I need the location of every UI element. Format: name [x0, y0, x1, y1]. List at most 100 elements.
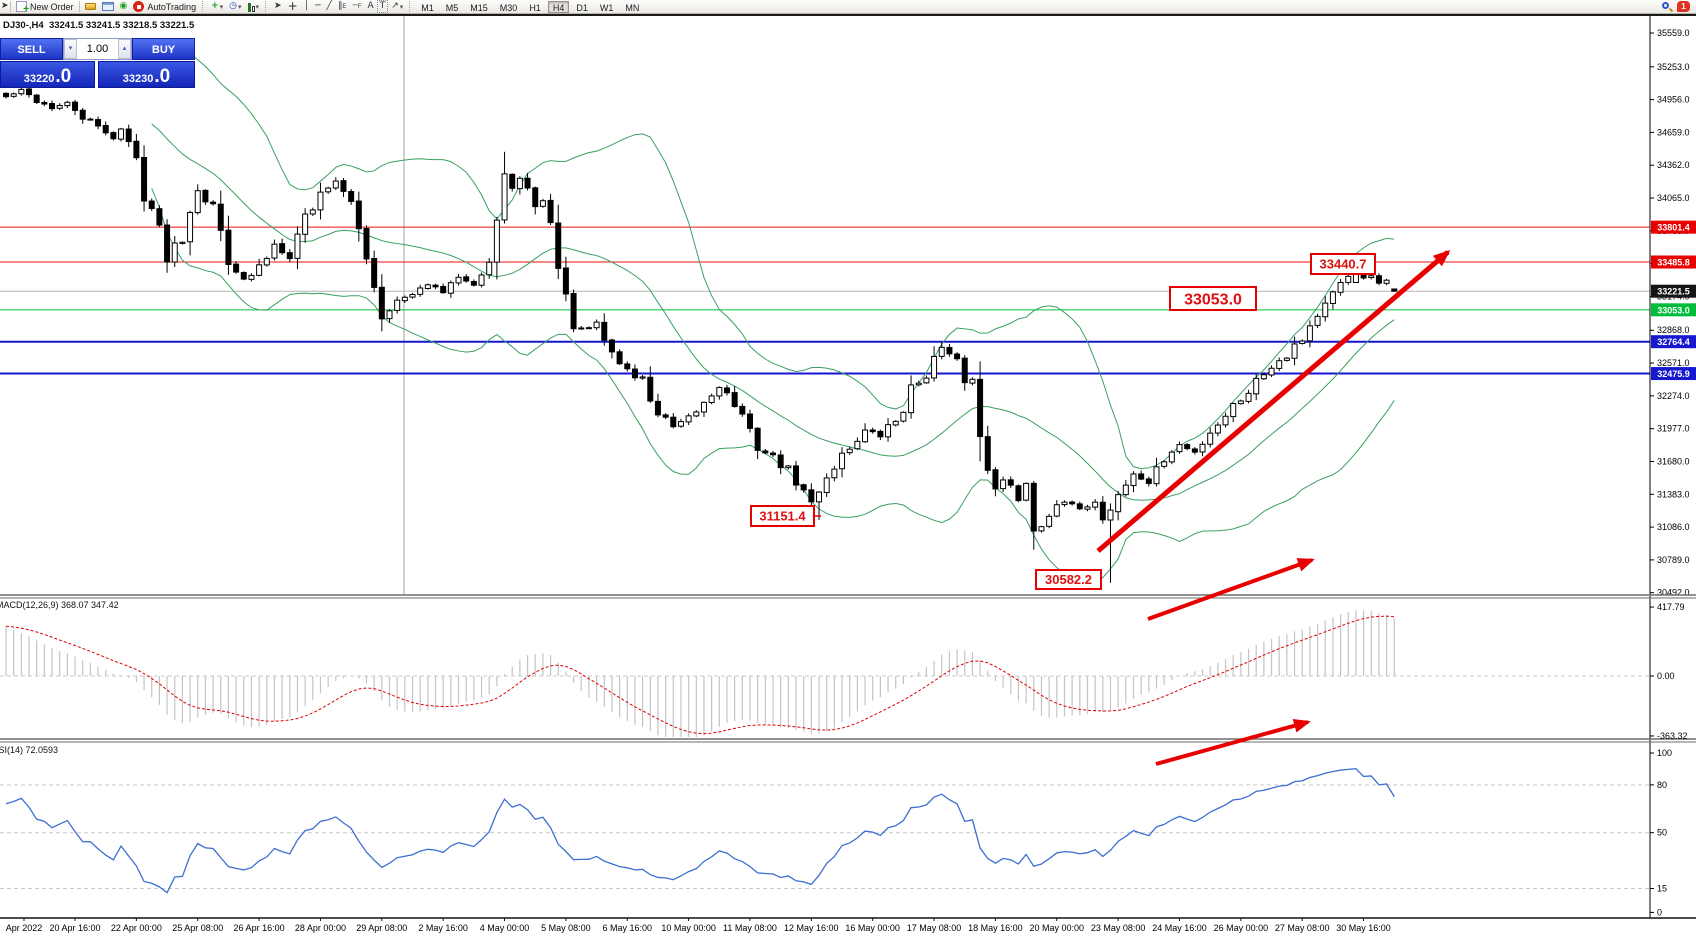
buy-button[interactable]: BUY — [132, 38, 195, 60]
time-axis-label: 20 Apr 16:00 — [49, 923, 100, 933]
price-annotation[interactable]: 33053.0 — [1169, 286, 1257, 311]
hline-price-badge-label: 32475.9 — [1657, 369, 1690, 379]
volume-down-button[interactable]: ▾ — [64, 39, 77, 59]
time-axis-label: 17 May 08:00 — [907, 923, 962, 933]
trend-arrow[interactable] — [1155, 718, 1311, 766]
new-order-button[interactable]: + New Order — [13, 0, 77, 15]
chart-window-icon — [101, 2, 114, 11]
timeframe-button-h4[interactable]: H4 — [547, 0, 570, 13]
main-chart-plot[interactable] — [0, 16, 1650, 595]
price-tick-label: 34659.0 — [1657, 127, 1690, 137]
rsi-plot[interactable] — [0, 745, 1650, 918]
price-tick-label: 31383.0 — [1657, 489, 1690, 499]
buy-price-main: 33230 — [122, 73, 154, 85]
trendline-tool-button[interactable]: ╱ — [326, 1, 332, 11]
time-axis-label: 27 May 08:00 — [1275, 923, 1330, 933]
dropdown-icon: ▾ — [255, 3, 260, 11]
price-tick-label: 32868.0 — [1657, 325, 1690, 335]
search-icon[interactable] — [1661, 1, 1674, 13]
price-tick-label: 32274.0 — [1657, 391, 1690, 401]
dropdown-icon: ▾ — [399, 3, 404, 11]
price-tick-label: 35559.0 — [1657, 28, 1690, 38]
timeframe-button-m15[interactable]: M15 — [470, 2, 488, 13]
time-axis-label: Apr 2022 — [6, 923, 43, 933]
hline-price-badge: 33801.4 — [1651, 220, 1696, 234]
clock-icon: ◷ — [229, 1, 237, 11]
channel-tool-button[interactable]: ∥ E — [337, 1, 347, 11]
trend-arrow[interactable] — [1147, 558, 1315, 621]
timeframe-button-m30[interactable]: M30 — [499, 2, 518, 13]
timeframe-button-mn[interactable]: MN — [625, 2, 640, 13]
rsi-tick-label: 100 — [1657, 748, 1672, 758]
fibonacci-tool-button[interactable]: ┄ F — [352, 1, 362, 11]
chart-type-button[interactable]: ▾ — [245, 0, 263, 13]
toolbar-separator — [78, 1, 80, 12]
text-tool-button[interactable]: A — [367, 1, 374, 11]
time-axis-label: 26 Apr 16:00 — [234, 923, 285, 933]
price-annotation-text: 30582.2 — [1045, 572, 1092, 587]
sell-price-display[interactable]: 33220.0 — [0, 61, 95, 88]
dropdown-icon: ▾ — [219, 3, 224, 11]
hline-price-badge: 33485.8 — [1651, 255, 1696, 269]
volume-input[interactable] — [77, 39, 118, 59]
price-annotation[interactable]: 30582.2 — [1035, 569, 1102, 590]
timeframe-button-m5[interactable]: M5 — [445, 2, 459, 13]
toolbar-grip — [409, 1, 412, 12]
candles-series — [3, 85, 1398, 583]
rsi-tick-label: 80 — [1657, 780, 1667, 790]
gold-bar-icon — [84, 3, 96, 10]
toolbar-grip — [202, 1, 205, 12]
dropdown-icon: ▾ — [238, 3, 242, 11]
time-axis-label: 26 May 00:00 — [1214, 923, 1269, 933]
notification-badge[interactable]: 1 — [1677, 1, 1690, 12]
cursor-tool-button[interactable]: ➤ — [274, 1, 282, 11]
timeframe-button-d1[interactable]: D1 — [576, 2, 588, 13]
new-chart-button[interactable] — [99, 0, 117, 13]
macd-indicator-label: MACD(12,26,9) 368.07 347.42 — [0, 600, 119, 610]
timeframe-button-h1[interactable]: H1 — [529, 2, 541, 13]
buy-price-display[interactable]: 33230.0 — [98, 61, 195, 88]
trend-arrow[interactable] — [1096, 250, 1451, 553]
price-tick-label: 32571.0 — [1657, 358, 1690, 368]
macd-signal-line — [5, 615, 1395, 735]
add-indicator-button[interactable]: + ▾ — [211, 1, 224, 11]
toolbar: ➤ + New Order ◉ AutoTrading + ▾ ◷ ▾ ▾ ➤ + … — [0, 0, 1696, 15]
macd-tick-label: 417.79 — [1657, 602, 1685, 612]
price-annotation[interactable]: 31151.4 — [750, 505, 821, 527]
price-tick-label: 31086.0 — [1657, 522, 1690, 532]
price-tick-label: 31977.0 — [1657, 424, 1690, 434]
price-annotation-text: 33053.0 — [1184, 291, 1242, 308]
marketwatch-button[interactable] — [82, 0, 99, 13]
hline-price-badge: 33053.0 — [1651, 303, 1696, 317]
window-border — [0, 14, 1696, 16]
hline-price-badge: 33221.5 — [1651, 284, 1696, 298]
autotrading-label: AutoTrading — [147, 1, 197, 12]
timeframe-button-m1[interactable]: M1 — [421, 2, 434, 13]
horizontal-line-tool-button[interactable]: ─ — [315, 1, 321, 11]
macd-plot[interactable] — [0, 600, 1650, 737]
price-tick-label: 34065.0 — [1657, 193, 1690, 203]
autotrading-icon — [133, 1, 145, 12]
rsi-tick-label: 50 — [1657, 828, 1667, 838]
volume-up-button[interactable]: ▴ — [118, 39, 131, 59]
time-axis-label: 11 May 08:00 — [723, 923, 777, 933]
arrows-tool-button[interactable]: ↗ ▾ — [391, 1, 404, 11]
time-axis-label: 5 May 08:00 — [541, 923, 591, 933]
text-label-tool-button[interactable]: T — [376, 0, 389, 13]
vertical-line-tool-button[interactable]: │ — [303, 1, 310, 11]
rsi-axis: 100 80 50 15 0 — [1650, 748, 1672, 917]
sell-button[interactable]: SELL — [0, 38, 63, 60]
hline-price-badge-label: 33485.8 — [1657, 258, 1690, 268]
signals-button[interactable]: ◉ — [119, 1, 128, 11]
crosshair-tool-button[interactable]: + — [287, 0, 298, 13]
rsi-tick-label: 0 — [1657, 907, 1662, 917]
buy-price-pips: .0 — [154, 66, 171, 87]
cursor-icon[interactable]: ➤ — [1, 1, 8, 11]
autotrading-button[interactable]: AutoTrading — [130, 0, 199, 13]
timeframe-button-w1[interactable]: W1 — [599, 2, 614, 13]
price-annotation[interactable]: 33440.7 — [1310, 253, 1376, 275]
ohlc-values: 33241.5 33241.5 33218.5 33221.5 — [48, 20, 195, 31]
period-button[interactable]: ◷ ▾ — [226, 0, 244, 13]
hline-price-badge: 32764.4 — [1651, 335, 1696, 349]
